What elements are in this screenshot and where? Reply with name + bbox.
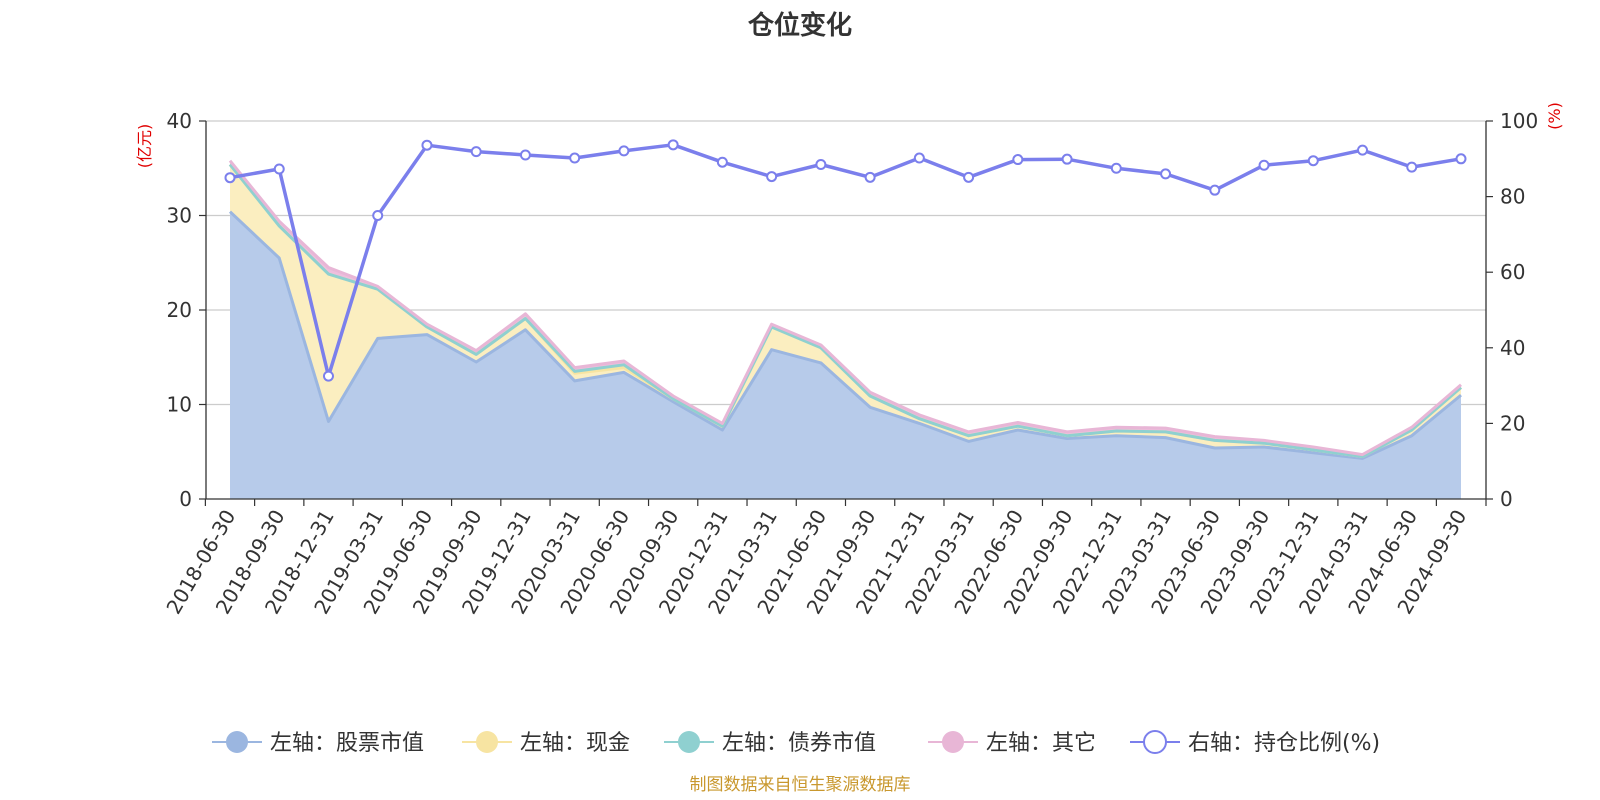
ratio-point [913,152,925,164]
legend-marker [942,731,964,753]
legend-marker [1143,730,1167,754]
ratio-point [864,171,876,183]
area-line-3 [228,163,1462,458]
stacked-areas [228,159,1462,499]
data-source: 制图数据来自恒生聚源数据库 [690,775,911,795]
chart-title: 仓位变化 [747,10,852,41]
legend-label: 左轴：债券市值 [722,731,876,756]
right-tick-label: 40 [1500,336,1525,360]
legend-label: 左轴：股票市值 [270,731,424,756]
ratio-point [1258,159,1270,171]
left-tick-label: 10 [167,393,192,417]
ratio-point [963,171,975,183]
ratio-point [1209,184,1221,196]
legend-label: 左轴：现金 [520,731,630,756]
legend-marker [226,731,248,753]
area-1 [230,211,1461,499]
holding-ratio-line [224,139,1467,382]
legend-label: 左轴：其它 [986,731,1096,756]
left-tick-label: 40 [167,109,192,133]
ratio-point [1455,153,1467,165]
right-tick-label: 0 [1500,487,1513,511]
legend-marker [476,731,498,753]
legend-marker [678,731,700,753]
ratio-point [618,145,630,157]
legend-label: 右轴：持仓比例(%) [1188,731,1380,756]
ratio-point [1110,162,1122,174]
ratio-line [229,143,1462,378]
ratio-point [322,370,334,382]
ratio-point [372,210,384,221]
ratio-point [519,149,531,161]
ratio-point [470,146,482,158]
right-tick-label: 60 [1500,260,1525,284]
ratio-point [1160,168,1172,180]
left-tick-label: 30 [167,204,192,228]
ratio-point [1061,153,1073,165]
ratio-point [421,139,433,151]
ratio-point [1012,154,1024,166]
right-axis-unit: (%) [1545,102,1564,130]
ratio-point [766,171,778,183]
ratio-point [1357,144,1369,156]
left-axis-unit: (亿元) [135,124,154,169]
ratio-point [815,158,827,170]
area-line-4 [228,159,1462,457]
ratio-point [1307,155,1319,167]
legend: 左轴：股票市值 左轴：现金 左轴：债券市值 左轴：其它 右轴：持仓比例(%) [212,730,1380,756]
ratio-point [1406,161,1418,173]
right-tick-label: 20 [1500,411,1525,435]
ratio-point [667,139,679,151]
left-tick-label: 20 [167,298,192,322]
ratio-point [224,172,236,184]
ratio-point [569,152,581,164]
ratio-point [273,163,285,175]
ratio-point [716,156,728,168]
right-tick-label: 100 [1500,109,1538,133]
right-tick-label: 80 [1500,185,1525,209]
area-line-1 [228,210,1462,460]
left-tick-label: 0 [179,487,192,511]
